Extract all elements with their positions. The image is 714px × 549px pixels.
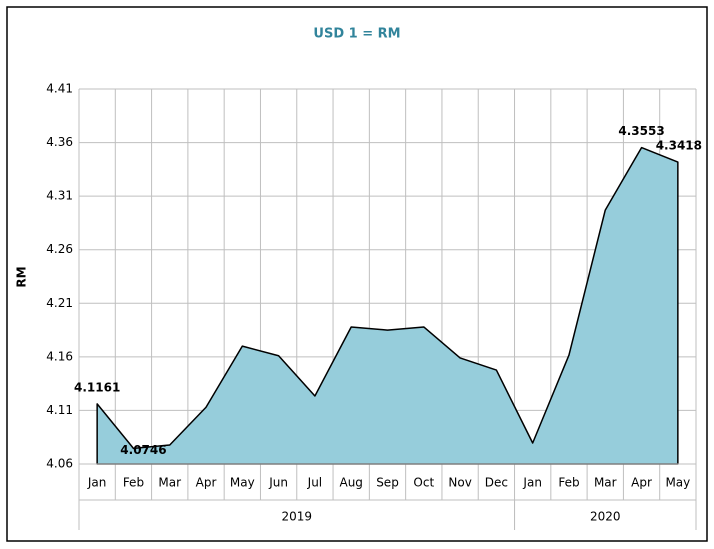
data-label: 4.1161 [74,380,120,394]
x-tick-label: Mar [158,476,181,490]
chart-title: USD 1 = RM [313,27,400,42]
x-tick-label: May [230,476,255,490]
x-tick-label: Aug [339,476,362,490]
area [96,146,679,465]
x-tick-label: Apr [196,476,217,490]
x-tick-label: Feb [558,476,579,490]
x-tick-label: Jun [268,476,288,490]
y-tick-label: 4.11 [46,403,73,417]
x-tick-label: Oct [413,476,434,490]
data-label: 4.0746 [120,443,166,457]
x-tick-label: Jan [87,476,107,490]
x-tick-label: Sep [376,476,399,490]
group-label: 2019 [281,510,312,524]
y-tick-label: 4.36 [46,135,73,149]
x-tick-label: Jul [307,476,322,490]
x-tick-label: Mar [594,476,617,490]
y-tick-label: 4.41 [46,82,73,96]
x-tick-label: Jan [522,476,542,490]
x-tick-label: May [665,476,690,490]
y-tick-label: 4.06 [46,457,73,471]
y-tick-label: 4.21 [46,296,73,310]
y-tick-label: 4.31 [46,189,73,203]
x-tick-label: Feb [123,476,144,490]
x-tick-label: Nov [448,476,471,490]
x-tick-label: Apr [631,476,652,490]
data-label: 4.3418 [656,139,702,153]
y-axis-label: RM [15,266,29,287]
y-tick-label: 4.16 [46,349,73,363]
group-label: 2020 [590,510,621,524]
x-tick-label: Dec [485,476,508,490]
y-tick-label: 4.26 [46,242,73,256]
data-label: 4.3553 [618,124,664,138]
